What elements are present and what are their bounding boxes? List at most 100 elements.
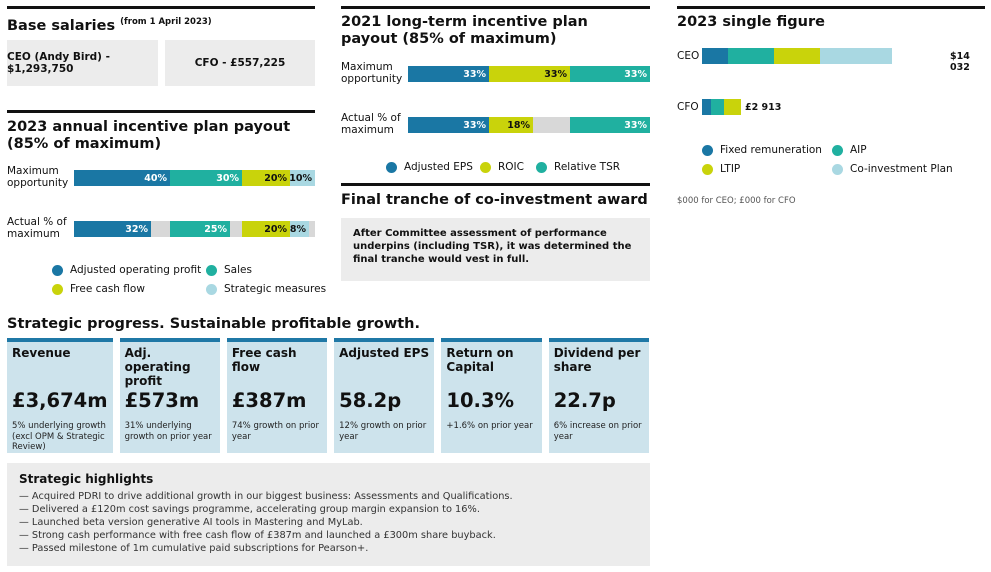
kpi-desc: 6% increase on prior year [553,421,642,442]
legend-dot-icon [536,161,547,173]
legend-label: AIP [850,144,867,156]
legend-dot-icon [206,283,217,295]
kpi-value: £387m [231,389,307,412]
legend-item: Sales [206,264,252,276]
legend-label: Adjusted EPS [404,161,473,173]
legend-dot-icon [386,161,397,173]
legend-item: AIP [832,144,867,156]
aip-segment-fcf: 20% [242,221,290,237]
kpi-card: Revenue £3,674m 5% underlying growth (ex… [7,338,113,453]
aip-max-bar: 40% 30% 20% 10% [74,170,315,186]
coinvest-text: After Committee assessment of performanc… [353,228,632,265]
ltip-segment-tsr: 33% [570,117,650,133]
aip-segment-strat: 8% [290,221,309,237]
sf-segment-aip [711,99,724,115]
aip-row-label: Actual % of maximum [7,216,67,240]
sf-segment-fixed [702,48,728,64]
legend-dot-icon [480,161,491,173]
highlight-item: — Launched beta version generative AI to… [19,517,363,528]
kpi-title: Adj. operating profit [124,346,191,388]
coinvest-title: Final tranche of co-investment award [341,192,648,208]
legend-item: Fixed remuneration [702,144,822,156]
legend-label: Sales [224,264,252,276]
section-rule [7,6,315,9]
sf-segment-ltip [774,48,820,64]
kpi-title: Free cash flow [231,346,297,374]
single-figure-note: $000 for CEO; £000 for CFO [677,196,796,206]
aip-segment-fcf: 20% [242,170,290,186]
ltip-actual-bar: 33% 18% 33% [408,117,650,133]
legend-item: ROIC [480,161,524,173]
ltip-segment-gap [533,117,570,133]
kpi-card: Dividend per share 22.7p 6% increase on … [548,338,649,453]
cfo-label: CFO [677,101,699,113]
ceo-total: $14 032 [950,51,970,73]
highlight-item: — Passed milestone of 1m cumulative paid… [19,543,369,554]
sf-segment-aip [728,48,774,64]
ltip-title: 2021 long-term incentive plan payout (85… [341,14,588,47]
highlight-item: — Acquired PDRI to drive additional grow… [19,491,513,502]
kpi-title: Revenue [12,346,71,360]
kpi-desc: 12% growth on prior year [339,421,427,442]
ceo-salary: CEO (Andy Bird) - $1,293,750 [7,51,110,75]
legend-item: LTIP [702,163,740,175]
aip-row-label: Maximum opportunity [7,165,69,189]
legend-dot-icon [52,283,63,295]
coinvest-box: After Committee assessment of performanc… [341,218,650,281]
ltip-segment-roic: 33% [489,66,570,82]
legend-label: Strategic measures [224,283,327,295]
ltip-segment-eps: 33% [408,66,489,82]
legend-item: Adjusted operating profit [52,264,201,276]
highlights-title: Strategic highlights [19,472,154,486]
ceo-label: CEO [677,50,700,62]
base-salaries-title-text: Base salaries [7,17,116,34]
aip-segment-sales: 25% [170,221,230,237]
aip-title: 2023 annual incentive plan payout (85% o… [7,119,291,152]
cfo-single-figure-bar [702,99,946,115]
ceo-single-figure-bar [702,48,946,64]
kpi-card: Adj. operating profit £573m 31% underlyi… [119,338,220,453]
legend-label: Fixed remuneration [720,144,822,156]
ltip-segment-roic: 18% [489,117,533,133]
cfo-salary-box: CFO - £557,225 [165,40,315,86]
ltip-max-bar: 33% 33% 33% [408,66,650,82]
section-rule [677,6,985,9]
kpi-desc: 31% underlying growth on prior year [124,421,212,442]
base-salaries-title: Base salaries (from 1 April 2023) [7,14,212,35]
section-rule [7,110,315,113]
sf-segment-fixed [702,99,711,115]
single-figure-title: 2023 single figure [677,14,825,30]
legend-label: LTIP [720,163,741,175]
aip-segment-gap [230,221,242,237]
highlight-item: — Strong cash performance with free cash… [19,530,496,541]
section-rule [341,183,650,186]
legend-label: Free cash flow [70,283,145,295]
kpi-value: £573m [124,389,200,412]
aip-segment-sales: 30% [170,170,242,186]
legend-item: Strategic measures [206,283,326,295]
cfo-salary: CFO - £557,225 [194,57,286,69]
kpi-title: Dividend per share [553,346,641,374]
legend-label: Relative TSR [554,161,621,173]
aip-segment-strat: 10% [289,170,315,186]
kpi-value: 58.2p [339,389,402,412]
kpi-title: Return on Capital [446,346,514,374]
sf-segment-coinvest [820,48,892,64]
kpi-desc: +1.6% on prior year [446,421,533,431]
kpi-card: Adjusted EPS 58.2p 12% growth on prior y… [334,338,435,453]
ltip-row-label: Maximum opportunity [341,61,403,85]
legend-dot-icon [832,163,843,175]
kpi-card: Return on Capital 10.3% +1.6% on prior y… [441,338,542,453]
legend-dot-icon [832,144,843,156]
kpi-value: 22.7p [553,389,616,412]
legend-item: Free cash flow [52,283,145,295]
legend-dot-icon [702,163,713,175]
ceo-salary-box: CEO (Andy Bird) - $1,293,750 [7,40,158,86]
cfo-total: £2 913 [745,102,782,113]
ltip-segment-tsr: 33% [570,66,650,82]
aip-segment-adj: 32% [74,221,151,237]
legend-label: Co-investment Plan [850,163,953,175]
kpi-desc: 5% underlying growth (excl OPM & Strateg… [12,421,106,452]
kpi-desc: 74% growth on prior year [231,421,319,442]
ltip-row-label: Actual % of maximum [341,112,401,136]
